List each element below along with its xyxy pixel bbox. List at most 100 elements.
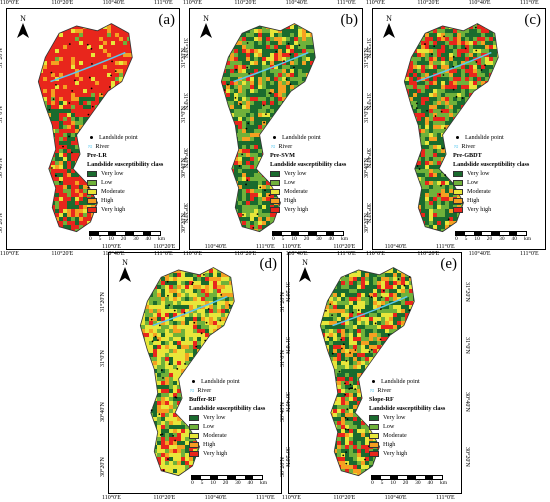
- landslide-point: [283, 60, 285, 63]
- landslide-point: [191, 283, 194, 286]
- landslide-point: [68, 43, 71, 45]
- legend-class-item: Moderate: [369, 431, 445, 440]
- legend-landslide-point: Landslide point: [87, 133, 163, 142]
- landslide-point: [166, 280, 169, 283]
- lon-tick-top: 110°40'E: [384, 244, 407, 250]
- lon-tick-top: 110°40'E: [204, 244, 227, 250]
- landslide-point: [242, 213, 244, 216]
- landslide-point: [168, 363, 171, 365]
- legend-class-item: Low: [189, 422, 265, 431]
- lat-tick-left: 30°40'N: [364, 158, 370, 178]
- legend-river: ≈ River: [88, 141, 110, 151]
- legend-landslide-point: Landslide point: [189, 377, 265, 386]
- landslide-point: [452, 55, 455, 58]
- scale-bar: 0 5 10 20 30 40 km: [89, 231, 165, 242]
- landslide-point: [431, 53, 433, 56]
- landslide-point: [275, 50, 278, 53]
- landslide-point: [331, 314, 333, 317]
- lon-tick-bottom: 110°0'E: [282, 495, 301, 501]
- landslide-point: [239, 102, 242, 105]
- legend-model-name: Buffer-RF: [189, 395, 217, 403]
- landslide-point: [100, 93, 103, 96]
- lon-tick-bottom: 110°40'E: [204, 495, 227, 501]
- river-line: [233, 51, 309, 83]
- landslide-point: [157, 339, 159, 342]
- legend-class-item: Low: [270, 178, 346, 187]
- landslide-point: [154, 335, 157, 338]
- landslide-point: [461, 97, 464, 99]
- legend-class-item: Low: [369, 422, 445, 431]
- legend-landslide-point: Landslide point: [270, 133, 346, 142]
- lat-tick-left: 30°40'N: [0, 158, 4, 178]
- landslide-point: [252, 227, 255, 229]
- legend-class-item: Very high: [189, 449, 265, 458]
- legend-class-item: Moderate: [453, 187, 529, 196]
- susceptibility-map: [319, 267, 415, 477]
- legend-class-item: Very low: [189, 413, 265, 422]
- lat-tick-left: 30°20'N: [100, 457, 106, 477]
- landslide-point: [168, 304, 171, 307]
- landslide-point: [160, 369, 163, 372]
- legend-river: ≈ River: [370, 385, 392, 395]
- landslide-point: [368, 295, 371, 298]
- legend-class-item: Very high: [87, 205, 163, 214]
- landslide-point: [354, 349, 357, 351]
- lon-tick-top: 110°0'E: [102, 244, 121, 250]
- lat-tick-right: 31°20'N: [464, 282, 470, 302]
- landslide-point: [380, 296, 383, 298]
- landslide-point: [342, 454, 345, 457]
- lon-tick-bottom: 110°20'E: [333, 495, 356, 501]
- landslide-point: [443, 127, 446, 130]
- landslide-point: [238, 165, 241, 167]
- landslide-point: [200, 332, 203, 335]
- landslide-point: [228, 303, 231, 306]
- landslide-point: [174, 396, 177, 399]
- legend-class-title: Landslide susceptibility class: [453, 160, 530, 168]
- landslide-point: [223, 89, 226, 91]
- scale-bar: 0 5 10 20 30 40 km: [371, 475, 447, 486]
- landslide-point: [442, 147, 444, 150]
- north-arrow-icon: N: [117, 259, 133, 285]
- legend-model-name: Slope-RF: [369, 395, 394, 403]
- landslide-point: [68, 135, 70, 138]
- landslide-point: [195, 345, 198, 348]
- landslide-point: [455, 95, 458, 98]
- landslide-point: [151, 340, 154, 343]
- lat-tick-left: 31°20'N: [280, 292, 286, 312]
- lon-tick-top: 110°0'E: [183, 0, 202, 6]
- landslide-point: [227, 83, 229, 86]
- landslide-point: [344, 382, 346, 385]
- map-panel-d: (d) N Landslide point ≈ River Buffer-RF Lands…: [108, 252, 282, 494]
- landslide-point: [87, 186, 90, 189]
- river-line: [332, 295, 408, 327]
- landslide-point: [347, 428, 350, 431]
- lon-tick-bottom: 111°0'E: [154, 251, 173, 257]
- lon-tick-bottom: 111°0'E: [337, 251, 356, 257]
- map-legend: Landslide point ≈ River Pre-SVM Landslide su…: [270, 133, 346, 214]
- landslide-point: [220, 293, 223, 296]
- map-panel-c: (c) N Landslide point ≈ River Pre-GBDT Landsl…: [372, 8, 546, 250]
- lat-tick-left: 30°20'N: [0, 213, 4, 233]
- lon-tick-bottom: 110°0'E: [183, 251, 202, 257]
- panel-label: (e): [440, 256, 457, 272]
- landslide-point: [183, 311, 186, 314]
- landslide-point: [357, 309, 360, 312]
- legend-class-item: Very high: [270, 205, 346, 214]
- landslide-point: [434, 115, 437, 117]
- legend-class-item: High: [87, 196, 163, 205]
- susceptibility-map: [139, 267, 235, 477]
- landslide-point: [114, 70, 117, 72]
- landslide-point: [287, 42, 290, 45]
- lat-tick-right: 30°40'N: [464, 392, 470, 412]
- landslide-point: [464, 47, 467, 50]
- legend-class-item: Very high: [369, 449, 445, 458]
- landslide-point: [245, 183, 247, 186]
- north-arrow-icon: N: [297, 259, 313, 285]
- legend-class-title: Landslide susceptibility class: [87, 160, 164, 168]
- landslide-point: [50, 71, 53, 74]
- landslide-point: [167, 294, 169, 297]
- landslide-point: [259, 186, 262, 189]
- landslide-point: [90, 47, 93, 50]
- landslide-point: [344, 428, 347, 431]
- landslide-point: [158, 324, 161, 327]
